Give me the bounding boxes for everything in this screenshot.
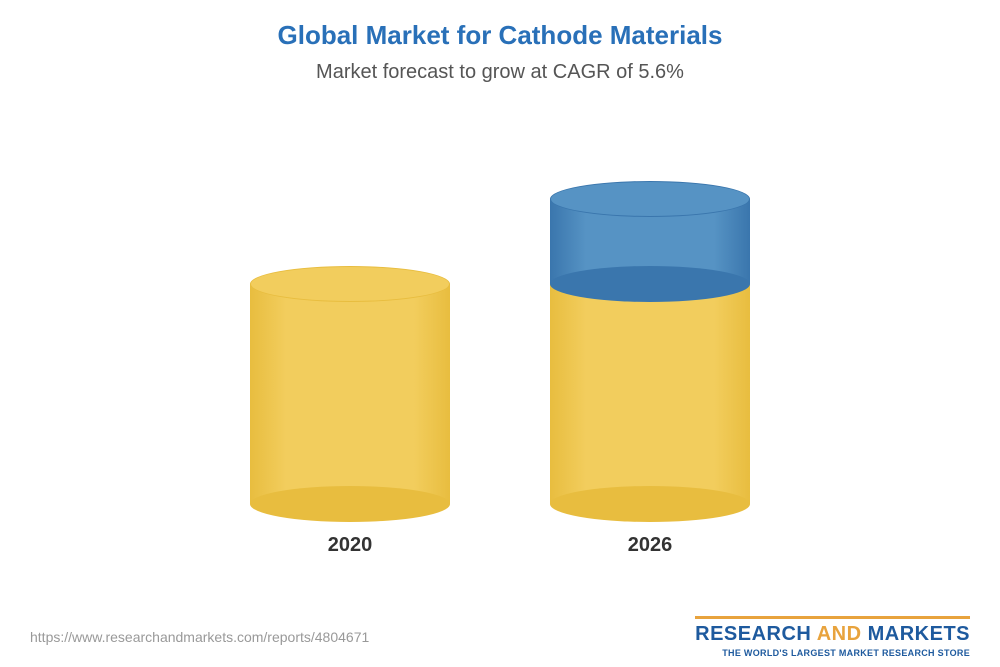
logo-text: RESEARCH AND MARKETS: [695, 623, 970, 646]
chart-subtitle: Market forecast to grow at CAGR of 5.6%: [0, 61, 1000, 84]
logo-word-markets: MARKETS: [868, 623, 970, 645]
source-url: https://www.researchandmarkets.com/repor…: [30, 629, 369, 645]
logo-block: RESEARCH AND MARKETS THE WORLD'S LARGEST…: [695, 616, 970, 658]
logo-tagline: THE WORLD'S LARGEST MARKET RESEARCH STOR…: [695, 648, 970, 658]
footer: https://www.researchandmarkets.com/repor…: [0, 607, 1000, 667]
chart-title: Global Market for Cathode Materials: [0, 0, 1000, 51]
logo-word-and: AND: [817, 623, 862, 645]
infographic-container: Global Market for Cathode Materials Mark…: [0, 0, 1000, 667]
chart-area: USD 15 Billion2020USD 20.7 Billion2026: [0, 114, 1000, 554]
logo-word-research: RESEARCH: [695, 623, 811, 645]
